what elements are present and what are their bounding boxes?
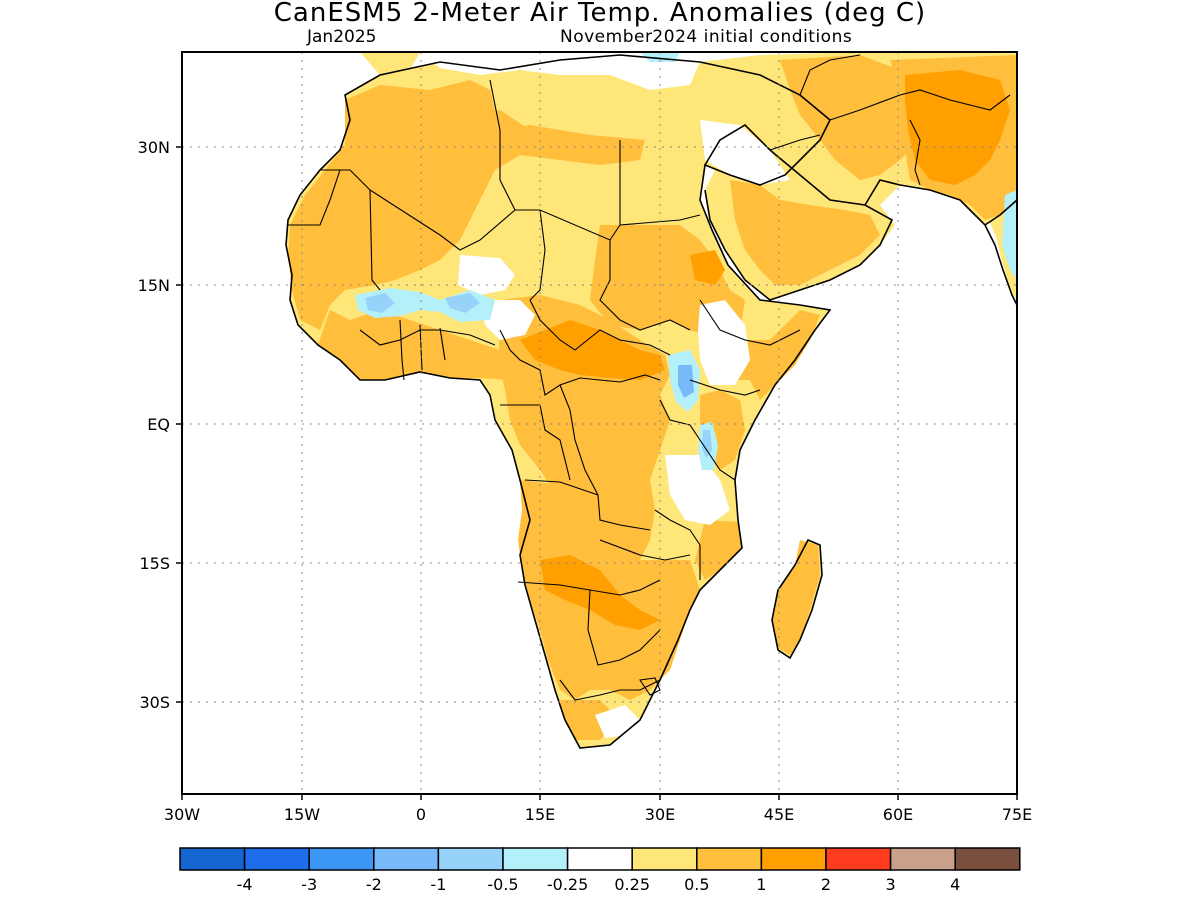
initial-conditions: November2024 initial conditions — [560, 27, 853, 47]
legend-label: -3 — [301, 875, 317, 894]
graticule — [182, 52, 1017, 794]
legend-label: -0.5 — [487, 875, 518, 894]
anomaly-near-zero — [420, 52, 790, 738]
lon-label: 30E — [645, 805, 675, 824]
lat-label: 15N — [138, 276, 170, 295]
legend-label: 0.25 — [614, 875, 650, 894]
legend-swatch — [373, 847, 440, 871]
legend-label: -4 — [237, 875, 253, 894]
legend-label: 1 — [756, 875, 766, 894]
lon-label: 60E — [883, 805, 913, 824]
legend-label: -1 — [430, 875, 446, 894]
legend-swatch — [502, 847, 569, 871]
color-legend: -4 -3 -2 -1 -0.5 -0.25 0.25 0.5 1 2 3 4 — [179, 847, 1021, 894]
lon-label: 0 — [416, 805, 426, 824]
lat-label: 30N — [138, 138, 170, 157]
country-borders — [288, 54, 1011, 701]
map-frame — [181, 51, 1018, 795]
legend-swatch — [889, 847, 956, 871]
legend-swatch — [179, 847, 246, 871]
forecast-month: Jan2025 — [307, 27, 377, 47]
lon-label: 30W — [164, 805, 200, 824]
legend-swatch — [437, 847, 504, 871]
map-title: CanESM5 2-Meter Air Temp. Anomalies (deg… — [273, 0, 927, 28]
legend-label: -0.25 — [547, 875, 588, 894]
legend-swatch — [308, 847, 375, 871]
lon-label: 15E — [525, 805, 555, 824]
lat-labels: 30N 15N EQ 15S 30S — [138, 138, 170, 712]
anomaly-negative — [355, 52, 1017, 470]
legend-swatch — [825, 847, 892, 871]
anomaly-1-2 — [520, 70, 1010, 630]
lat-label: EQ — [147, 415, 170, 434]
legend-swatch — [243, 847, 310, 871]
lon-labels: 30W 15W 0 15E 30E 45E 60E 75E — [164, 805, 1032, 824]
lon-label: 45E — [764, 805, 794, 824]
tick-marks — [176, 146, 1018, 800]
lon-label: 15W — [284, 805, 320, 824]
legend-swatch — [566, 847, 633, 871]
legend-swatch — [696, 847, 763, 871]
legend-label: 3 — [886, 875, 896, 894]
coastlines — [285, 54, 1017, 749]
legend-swatch — [760, 847, 827, 871]
legend-label: -2 — [366, 875, 382, 894]
map-area — [182, 52, 1017, 794]
legend-swatch — [631, 847, 698, 871]
lat-label: 30S — [139, 693, 170, 712]
lon-label: 75E — [1002, 805, 1032, 824]
legend-swatch — [954, 847, 1021, 871]
legend-label: 4 — [950, 875, 960, 894]
legend-label: 0.5 — [684, 875, 709, 894]
lat-label: 15S — [139, 554, 170, 573]
legend-label: 2 — [821, 875, 831, 894]
